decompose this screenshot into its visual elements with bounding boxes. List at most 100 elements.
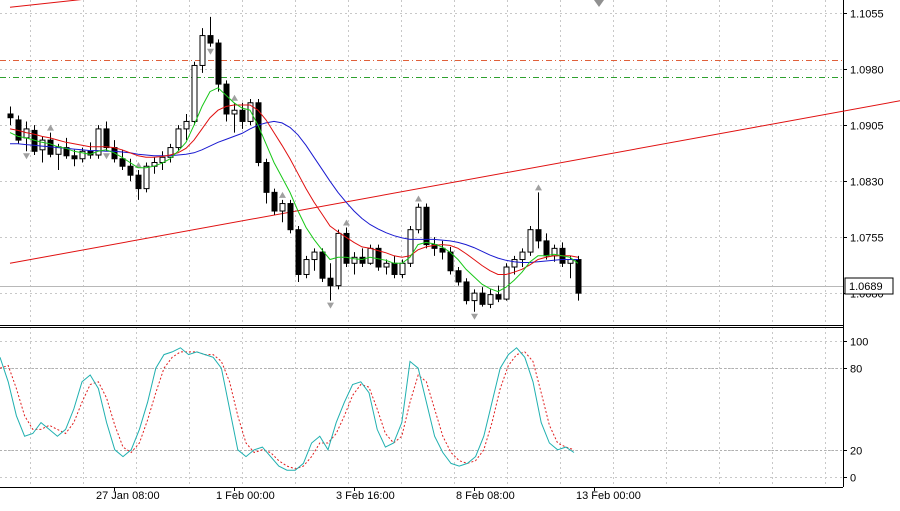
candle-bear xyxy=(543,240,550,257)
candle-bear xyxy=(343,232,350,264)
oscillator-tick-label: 80 xyxy=(850,364,862,376)
trendline xyxy=(9,100,900,264)
fractal-down-icon xyxy=(471,313,478,320)
fractal-down-icon xyxy=(327,302,334,309)
candle-bear xyxy=(375,247,382,268)
fractal-up-icon xyxy=(535,184,542,191)
candle-bull xyxy=(167,147,174,158)
time-tick-label: 13 Feb 00:00 xyxy=(576,490,641,502)
candle-bear xyxy=(327,277,334,287)
candle-bull xyxy=(527,229,534,253)
candle-bull xyxy=(191,64,198,122)
candle-bear xyxy=(103,128,110,149)
candle-bear xyxy=(455,270,462,283)
candle-bull xyxy=(79,150,86,160)
candle-bull xyxy=(279,203,286,212)
moving-averages xyxy=(9,87,579,293)
price-tick-label: 1.1055 xyxy=(850,9,884,21)
stochastic-oscillator xyxy=(0,347,575,471)
shift-marker-icon xyxy=(594,0,604,7)
candle-bear xyxy=(255,102,262,163)
candle-bear xyxy=(207,35,214,44)
candle-bear xyxy=(319,251,326,279)
candle-bear xyxy=(119,158,126,167)
candle-bull xyxy=(95,128,102,156)
fractal-down-icon xyxy=(103,153,110,160)
oscillator-tick-label: 20 xyxy=(850,446,862,458)
fractal-up-icon xyxy=(415,195,422,202)
price-tick-label: 1.0905 xyxy=(850,121,884,133)
candle-bear xyxy=(7,113,14,119)
candle-bear xyxy=(495,294,502,300)
time-tick-label: 27 Jan 08:00 xyxy=(96,490,160,502)
candles xyxy=(7,16,582,320)
horizontal-levels xyxy=(0,60,843,451)
candle-bear xyxy=(535,229,542,242)
candle-bear xyxy=(135,174,142,190)
candle-bear xyxy=(71,155,78,160)
fractal-up-icon xyxy=(343,219,350,226)
candle-bull xyxy=(143,165,150,190)
price-tick-label: 1.0830 xyxy=(850,177,884,189)
candle-bull xyxy=(383,262,390,268)
candle-bear xyxy=(239,109,246,122)
ma-fast-line xyxy=(9,87,579,293)
candle-bull xyxy=(487,294,494,305)
current-price-label: 1.0689 xyxy=(849,281,883,293)
candle-bull xyxy=(519,251,526,261)
axis-labels: 1.10551.09801.09051.08301.07551.06801008… xyxy=(96,9,894,502)
time-tick-label: 3 Feb 16:00 xyxy=(336,490,395,502)
candle-bear xyxy=(127,165,134,176)
candle-bear xyxy=(223,83,230,115)
oscillator-tick-label: 0 xyxy=(850,473,856,485)
candle-bear xyxy=(295,229,302,275)
candle-bear xyxy=(271,191,278,212)
candle-bull xyxy=(399,262,406,275)
candle-bear xyxy=(479,292,486,305)
fractal-up-icon xyxy=(47,124,54,131)
candle-bull xyxy=(303,259,310,275)
candle-bear xyxy=(359,256,366,264)
fractal-up-icon xyxy=(231,94,238,101)
candle-bear xyxy=(423,206,430,246)
candle-bull xyxy=(503,266,510,300)
fractal-down-icon xyxy=(23,153,30,160)
candle-bear xyxy=(215,42,222,85)
chart-frame xyxy=(0,0,847,491)
candle-bull xyxy=(567,259,574,264)
candle-bull xyxy=(367,247,374,264)
time-tick-label: 8 Feb 08:00 xyxy=(456,490,515,502)
candle-bull xyxy=(471,292,478,302)
fractal-up-icon xyxy=(279,191,286,198)
ma-medium-line xyxy=(9,104,579,275)
price-tick-label: 1.0755 xyxy=(850,233,884,245)
candle-bull xyxy=(407,229,414,264)
candle-bear xyxy=(439,247,446,253)
candle-bull xyxy=(183,120,190,130)
candle-bear xyxy=(447,251,454,272)
candle-bear xyxy=(575,259,582,294)
candle-bear xyxy=(463,281,470,302)
candle-bear xyxy=(63,147,70,157)
time-tick-label: 1 Feb 00:00 xyxy=(216,490,275,502)
candle-bull xyxy=(175,128,182,149)
candle-bear xyxy=(263,162,270,193)
ma-slow-line xyxy=(10,120,578,263)
price-tick-label: 1.0980 xyxy=(850,65,884,77)
candle-bear xyxy=(287,203,294,231)
stochastic-main-line xyxy=(0,347,575,471)
oscillator-tick-label: 100 xyxy=(850,337,868,349)
trendline xyxy=(9,0,82,8)
fractal-up-icon xyxy=(135,161,142,168)
candle-bull xyxy=(199,35,206,66)
candle-bull xyxy=(231,109,238,115)
stochastic-signal-line xyxy=(0,351,575,470)
candle-bull xyxy=(415,206,422,231)
candle-bull xyxy=(39,139,46,151)
candle-bull xyxy=(511,259,518,268)
candle-bull xyxy=(311,251,318,261)
trendlines xyxy=(9,0,900,264)
candle-bear xyxy=(391,262,398,275)
candle-bull xyxy=(351,256,358,264)
